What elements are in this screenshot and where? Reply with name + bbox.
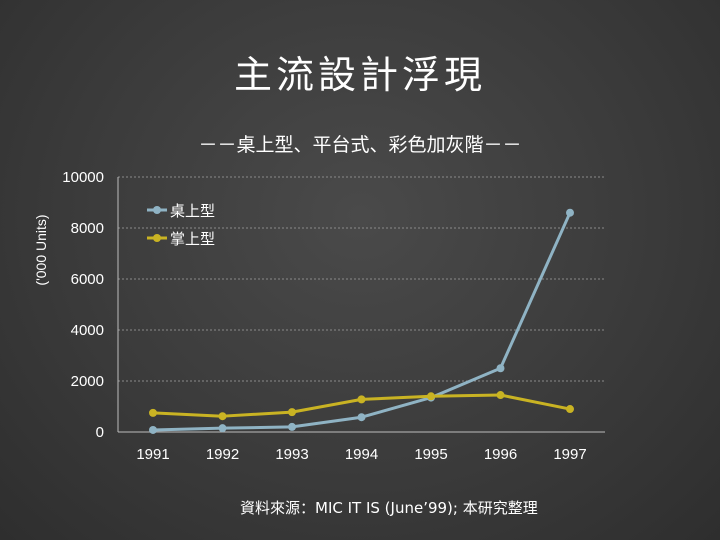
data-point [566,208,574,217]
data-point [496,391,505,400]
data-point [566,405,574,414]
data-point [357,413,366,422]
legend-marker-2 [153,234,161,242]
x-tick-label: 1995 [414,446,447,463]
data-point [496,364,505,373]
y-tick-label: 0 [96,424,104,441]
data-point [218,412,227,421]
source-note: 資料來源：MIC IT IS (June’99); 本研究整理 [240,499,538,517]
y-axis-label: ('000 Units) [33,214,49,285]
chart-title: －－桌上型、平台式、彩色加灰階－－ [198,134,522,156]
data-point [149,408,157,417]
y-tick-label: 2000 [71,373,104,390]
y-tick-label: 4000 [71,322,104,339]
data-point [427,392,435,401]
x-tick-label: 1993 [275,446,308,463]
y-tick-label: 6000 [71,271,104,288]
data-point [288,422,296,431]
x-tick-label: 1994 [345,446,378,463]
x-tick-label: 1992 [206,446,239,463]
data-point [149,425,157,434]
data-point [357,395,366,404]
legend-label-1: 桌上型 [170,202,215,220]
data-point [288,408,296,417]
slide-title: 主流設計浮現 [233,53,486,97]
x-tick-label: 1996 [484,446,517,463]
legend-marker-1 [153,206,161,214]
legend-label-2: 掌上型 [170,230,215,248]
x-tick-label: 1997 [553,446,586,463]
data-point [218,424,227,433]
y-tick-label: 10000 [62,169,104,186]
y-tick-label: 8000 [71,220,104,237]
x-tick-label: 1991 [136,446,169,463]
